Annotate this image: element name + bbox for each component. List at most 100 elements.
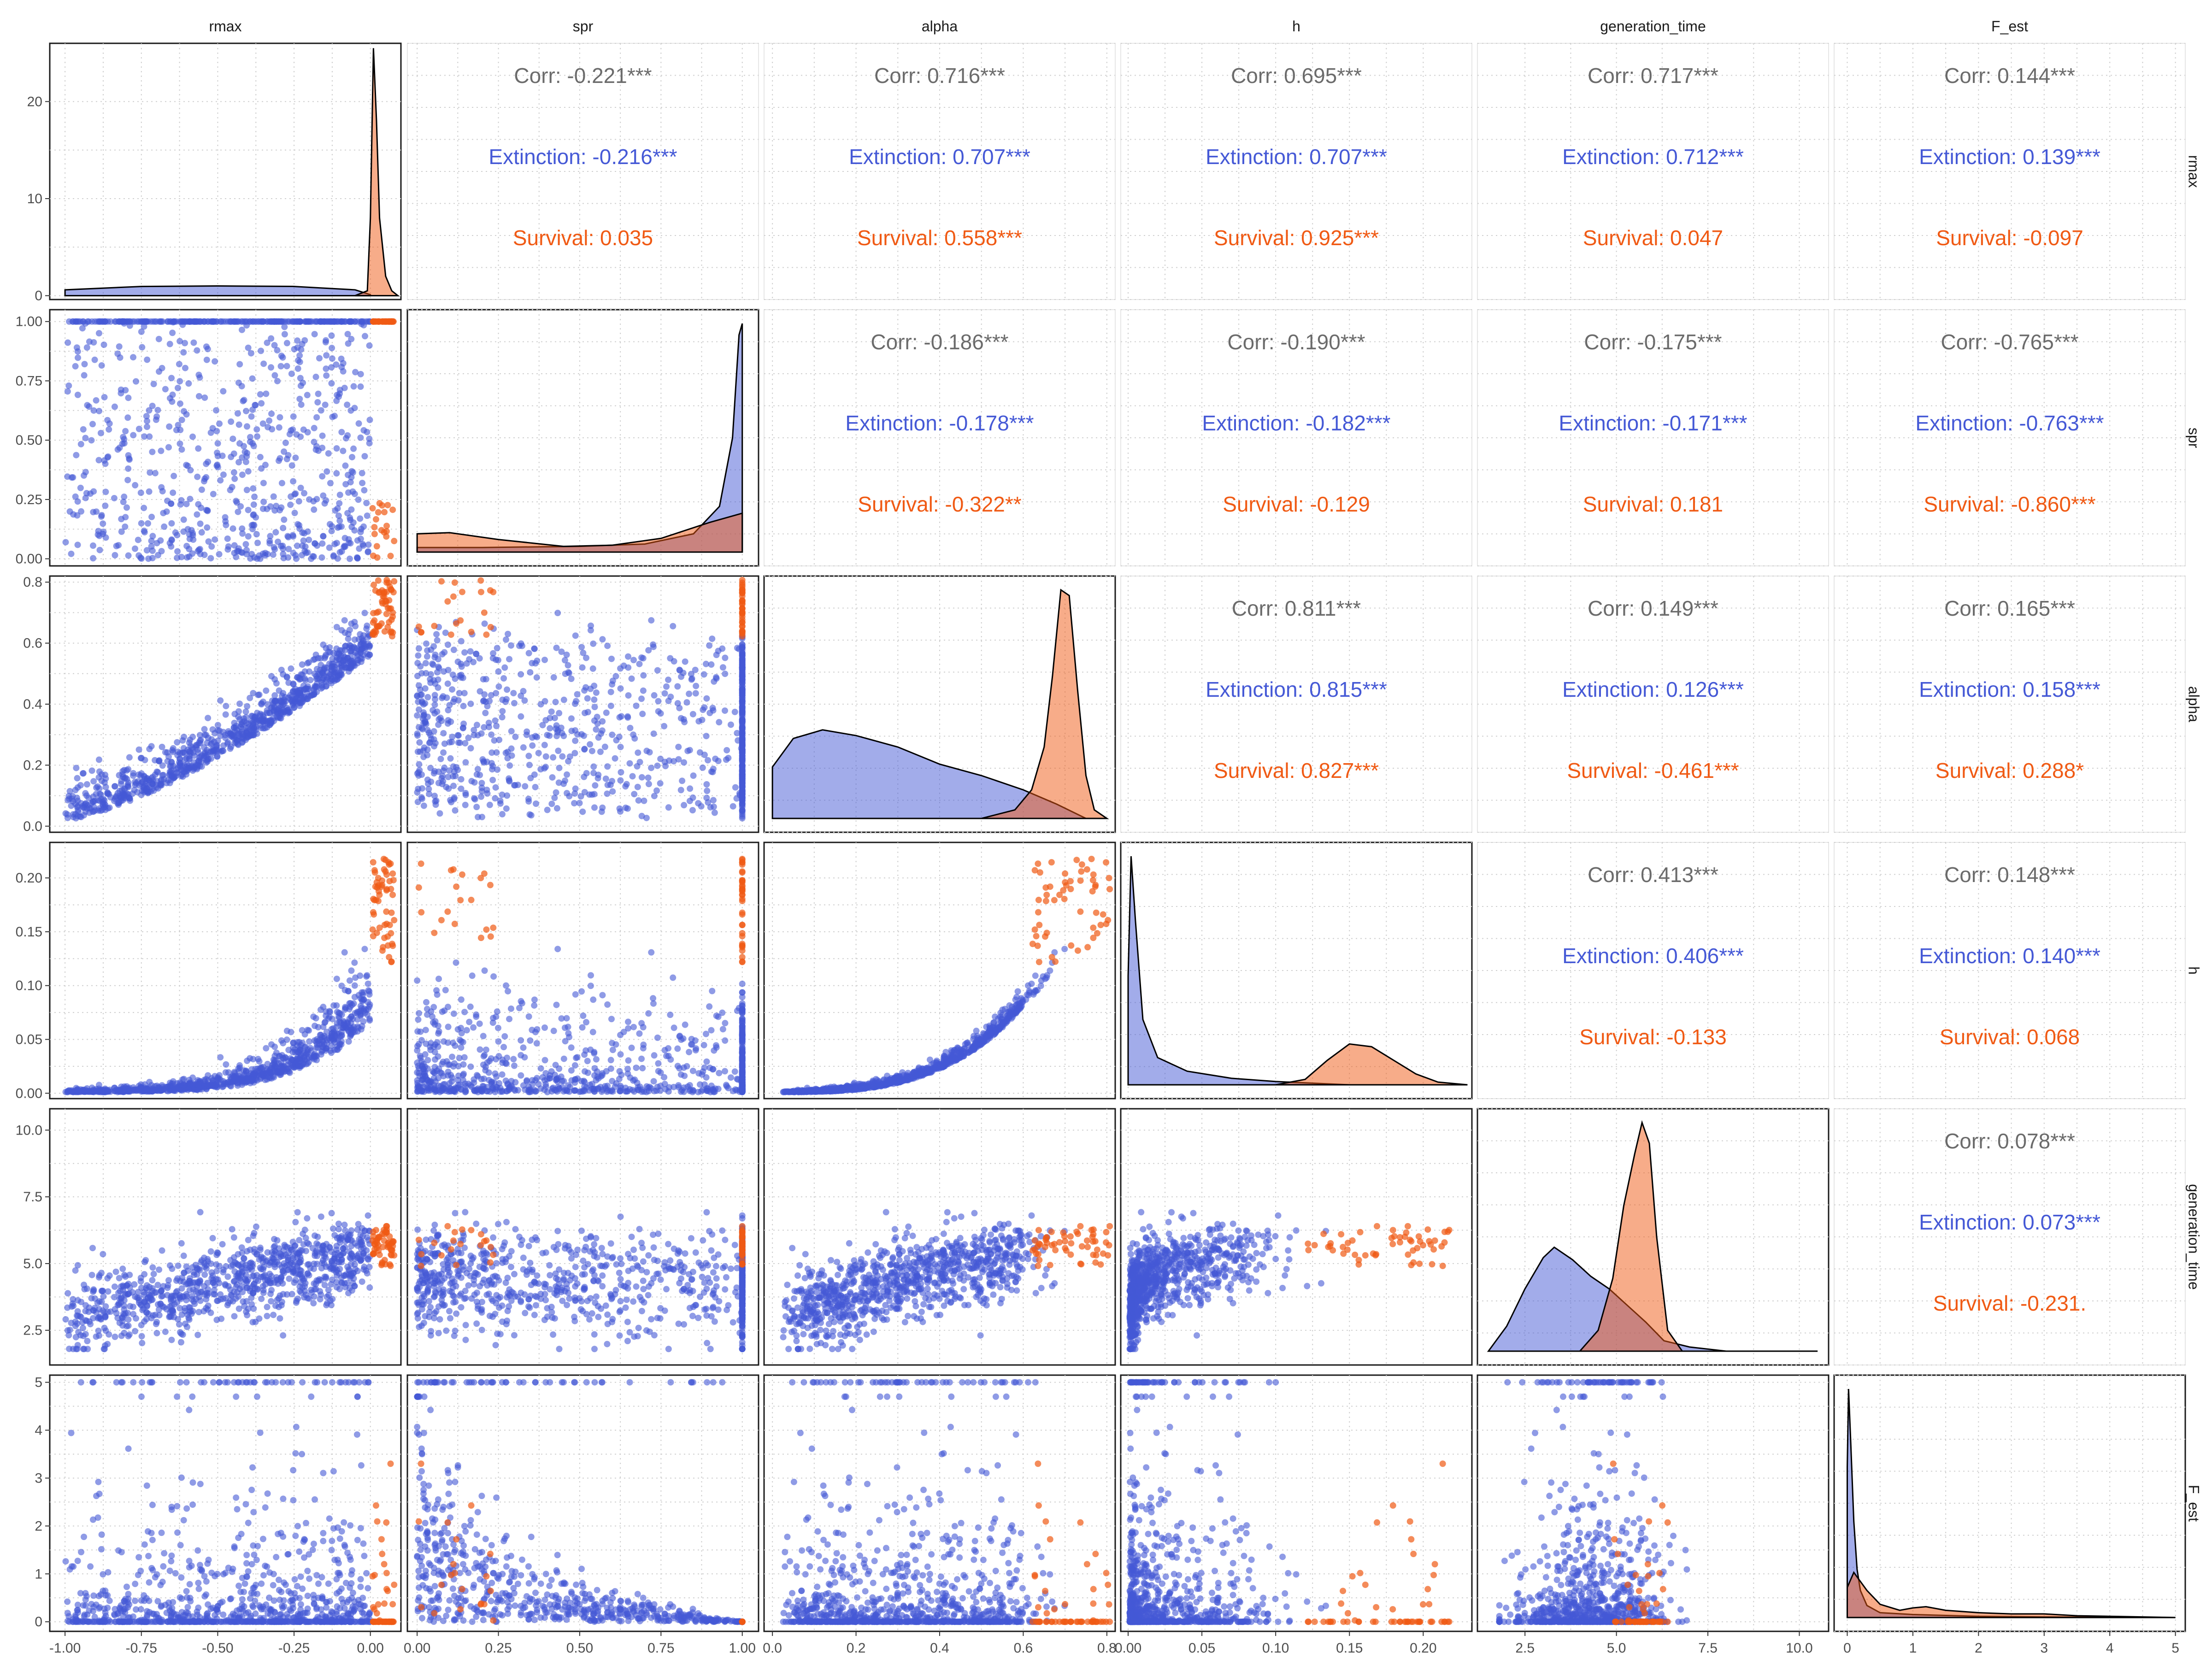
corr-extinction-label: Extinction: 0.139*** <box>1919 145 2100 169</box>
point-extinction <box>568 1044 575 1051</box>
point-extinction <box>323 365 329 372</box>
point-extinction <box>257 391 264 398</box>
point-extinction <box>318 318 324 325</box>
point-extinction <box>489 1019 496 1026</box>
point-extinction <box>716 719 723 726</box>
point-extinction <box>260 360 267 367</box>
point-extinction <box>416 761 423 768</box>
point-extinction <box>347 407 354 414</box>
point-extinction <box>159 365 165 371</box>
point-extinction <box>432 696 439 703</box>
point-extinction <box>245 468 252 475</box>
point-extinction <box>80 770 87 777</box>
point-extinction <box>159 762 166 769</box>
point-extinction <box>341 542 348 549</box>
point-extinction <box>529 1077 536 1084</box>
point-extinction <box>670 623 677 629</box>
point-extinction <box>320 492 327 499</box>
point-extinction <box>198 486 205 493</box>
point-extinction <box>661 690 668 697</box>
point-extinction <box>231 719 238 726</box>
point-extinction <box>218 748 225 755</box>
point-extinction <box>336 518 343 524</box>
point-extinction <box>94 531 101 538</box>
point-extinction <box>177 501 184 508</box>
point-extinction <box>204 507 211 514</box>
point-extinction <box>475 813 482 820</box>
point-extinction <box>96 547 103 553</box>
column-title-rmax: rmax <box>209 18 241 35</box>
point-extinction <box>631 735 638 742</box>
point-survival <box>739 605 746 612</box>
point-extinction <box>587 685 594 692</box>
point-extinction <box>512 733 519 740</box>
point-extinction <box>204 346 211 353</box>
point-extinction <box>446 767 453 774</box>
point-extinction <box>523 731 530 738</box>
point-extinction <box>625 653 632 660</box>
point-extinction <box>445 1024 452 1030</box>
point-extinction <box>451 1060 458 1067</box>
corr-overall-label: Corr: -0.190*** <box>1227 330 1365 354</box>
point-extinction <box>719 645 726 652</box>
point-extinction <box>414 1069 421 1076</box>
point-extinction <box>143 547 150 554</box>
point-survival <box>383 533 390 540</box>
point-extinction <box>289 426 296 433</box>
point-extinction <box>547 715 553 722</box>
point-extinction <box>209 318 216 325</box>
point-extinction <box>77 782 84 789</box>
point-extinction <box>347 642 354 649</box>
point-extinction <box>443 694 450 701</box>
point-extinction <box>347 479 354 486</box>
point-extinction <box>480 1061 487 1068</box>
point-extinction <box>114 350 121 357</box>
point-extinction <box>420 753 427 760</box>
point-extinction <box>473 650 480 657</box>
point-extinction <box>587 627 594 634</box>
point-extinction <box>144 424 151 430</box>
point-extinction <box>571 750 578 757</box>
point-extinction <box>416 1010 423 1017</box>
point-extinction <box>583 770 590 777</box>
point-survival <box>483 631 490 638</box>
point-extinction <box>304 549 311 556</box>
point-extinction <box>541 765 548 772</box>
point-extinction <box>104 417 111 424</box>
point-extinction <box>423 640 430 647</box>
point-extinction <box>739 742 746 749</box>
point-extinction <box>667 694 674 700</box>
point-extinction <box>281 516 288 523</box>
point-extinction <box>351 994 358 1000</box>
point-extinction <box>518 671 524 678</box>
point-extinction <box>193 742 200 749</box>
point-extinction <box>95 457 102 464</box>
point-extinction <box>609 778 616 785</box>
point-extinction <box>169 329 176 336</box>
point-extinction <box>185 380 192 387</box>
point-extinction <box>527 669 534 676</box>
point-extinction <box>106 426 112 433</box>
point-extinction <box>247 350 254 357</box>
point-extinction <box>511 700 518 706</box>
point-extinction <box>572 632 579 639</box>
point-extinction <box>142 787 149 794</box>
point-extinction <box>116 343 123 350</box>
point-extinction <box>732 784 739 791</box>
point-extinction <box>727 721 734 728</box>
point-extinction <box>88 767 95 774</box>
point-extinction <box>360 542 367 549</box>
point-extinction <box>296 352 303 359</box>
point-extinction <box>564 771 571 778</box>
point-extinction <box>609 677 616 684</box>
point-extinction <box>650 730 657 737</box>
point-extinction <box>638 695 645 702</box>
corr-survival-label: Survival: -0.129 <box>1223 492 1370 516</box>
point-extinction <box>518 1072 524 1079</box>
point-extinction <box>435 721 442 728</box>
point-extinction <box>119 771 126 778</box>
corr-overall-label: Corr: -0.765*** <box>1941 330 2078 354</box>
point-extinction <box>297 484 304 491</box>
point-extinction <box>299 552 306 559</box>
point-extinction <box>107 318 114 325</box>
